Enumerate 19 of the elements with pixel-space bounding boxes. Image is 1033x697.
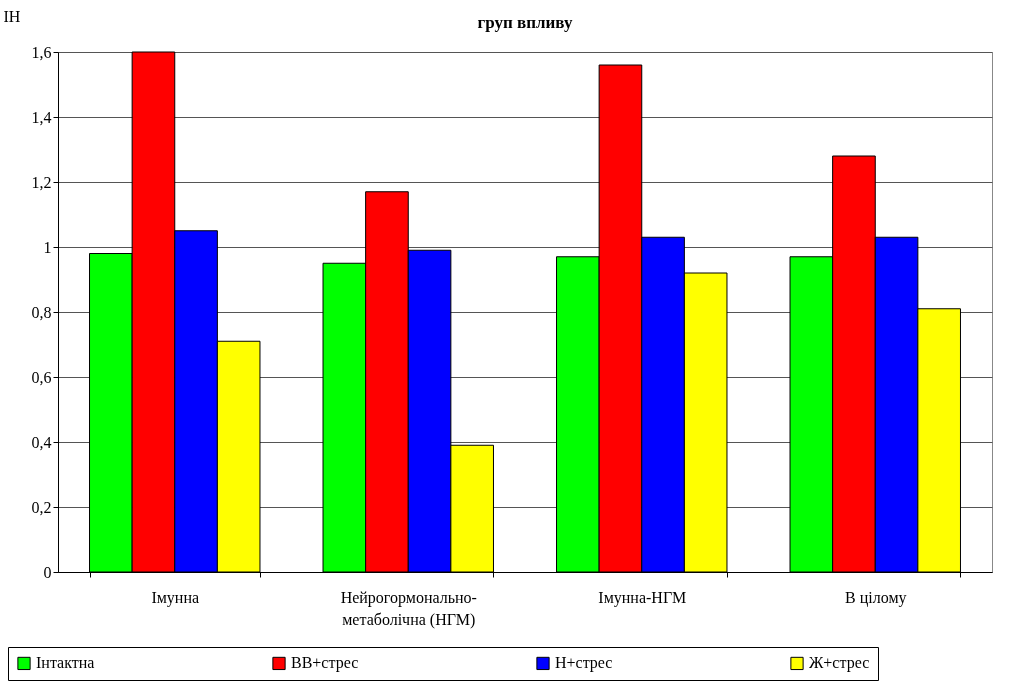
- legend-label: Інтактна: [36, 654, 95, 672]
- legend-label: Н+стрес: [555, 654, 613, 673]
- y-tick-label: 0: [43, 563, 52, 581]
- y-tick-label: 1: [43, 238, 52, 256]
- y-tick-label: 1,4: [31, 108, 52, 126]
- x-tick-label: Нейрогормонально- метаболічна (НГМ): [340, 588, 477, 629]
- legend-label: Ж+стрес: [809, 654, 870, 673]
- chart-title: груп впливу: [477, 13, 573, 32]
- y-tick-label: 1,6: [31, 43, 52, 61]
- y-tick-label: 1,2: [31, 173, 52, 191]
- x-tick-label: В цілому: [845, 588, 907, 607]
- y-tick-label: 0,8: [31, 303, 52, 321]
- legend-label: ВВ+стрес: [291, 654, 359, 673]
- x-tick-label: Імунна: [151, 588, 200, 607]
- y-tick-label: 0,4: [31, 433, 52, 451]
- y-tick-label: 0,6: [31, 368, 52, 386]
- x-tick-label: Імунна-НГМ: [598, 588, 687, 607]
- y-axis-title: ІН: [3, 7, 21, 25]
- y-tick-label: 0,2: [31, 498, 52, 516]
